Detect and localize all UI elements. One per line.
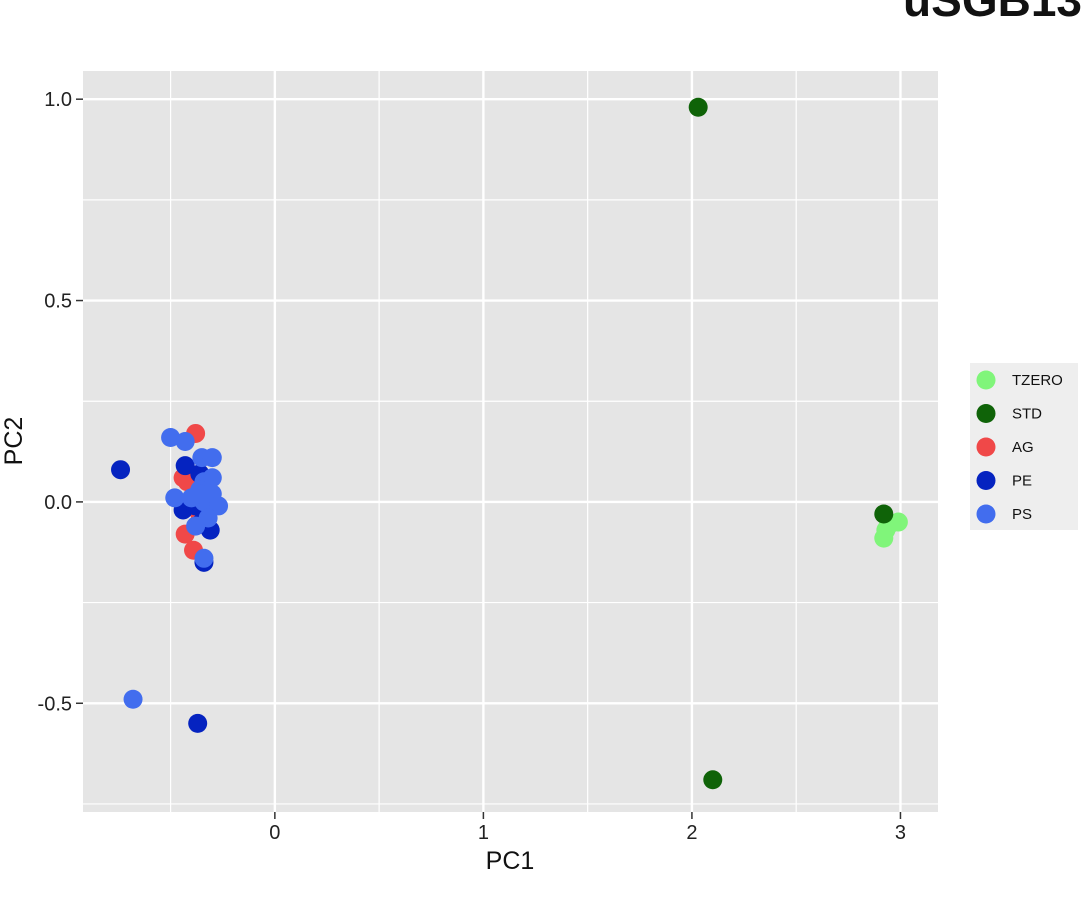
legend-key-std	[976, 404, 996, 423]
point-ps	[123, 689, 143, 709]
legend-key-ag	[976, 437, 996, 457]
x-tick-label: 2	[686, 822, 697, 844]
point-std	[703, 770, 723, 790]
point-ps	[165, 488, 185, 508]
y-axis-label: PC2	[0, 417, 28, 466]
x-axis-label: PC1	[486, 847, 535, 875]
legend-key-pe	[976, 471, 996, 490]
plot-panel	[83, 71, 938, 812]
y-tick-label: 0.5	[44, 291, 72, 313]
point-pe	[188, 713, 208, 733]
legend-label-ps: PS	[1012, 506, 1032, 523]
axis-ticks: 0 1 2 3 -0.5 0.0 0.5 1.0	[38, 89, 906, 844]
point-std	[874, 504, 894, 524]
point-ps	[186, 516, 206, 536]
x-tick-label: 0	[269, 822, 280, 844]
point-pe	[175, 456, 195, 476]
x-tick-label: 1	[478, 822, 489, 844]
legend-key-tzero	[976, 370, 996, 390]
data-points	[111, 97, 908, 790]
x-tick-label: 3	[895, 822, 906, 844]
legend: TZERO STD AG PE PS	[970, 363, 1078, 530]
chart-title: uSGB13	[903, 0, 1082, 26]
point-ps	[175, 432, 195, 451]
legend-label-std: STD	[1012, 406, 1042, 423]
point-std	[688, 97, 708, 117]
legend-label-tzero: TZERO	[1012, 372, 1063, 389]
point-pe	[111, 460, 131, 480]
point-ps	[190, 484, 210, 504]
legend-label-ag: AG	[1012, 439, 1034, 456]
point-ps	[194, 548, 214, 568]
legend-key-ps	[976, 504, 996, 524]
point-ps	[161, 427, 181, 447]
y-tick-label: 0.0	[44, 492, 72, 514]
point-ps	[202, 448, 222, 468]
point-tzero	[888, 512, 908, 532]
grid-lines	[83, 71, 938, 812]
y-tick-label: 1.0	[44, 89, 72, 111]
y-tick-label: -0.5	[38, 693, 72, 715]
legend-label-pe: PE	[1012, 473, 1032, 490]
